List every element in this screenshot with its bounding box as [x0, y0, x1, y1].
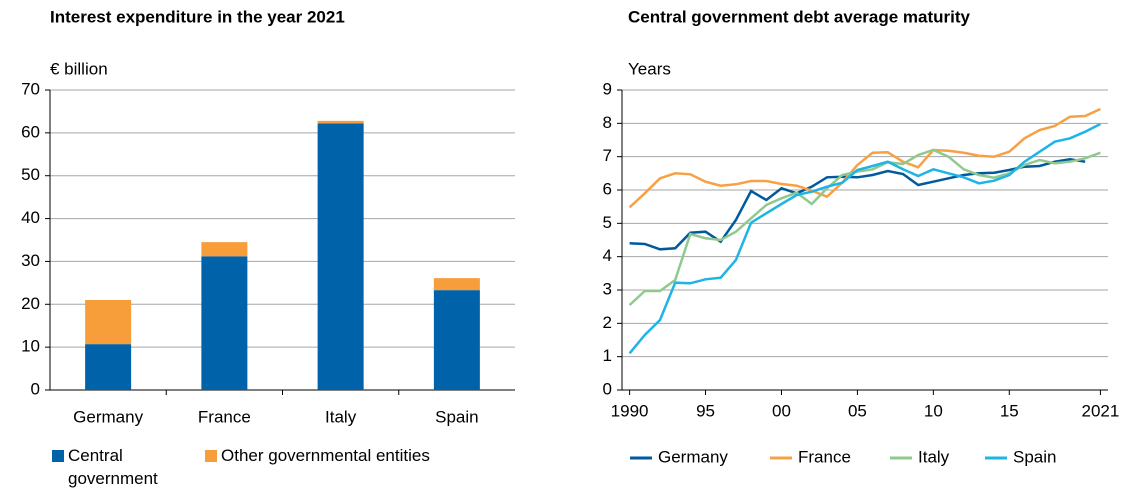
- legend-label: Spain: [1013, 447, 1056, 466]
- y-tick-label: 9: [603, 79, 612, 98]
- legend-label: Other governmental entities: [221, 446, 430, 465]
- x-tick-label: Germany: [73, 407, 143, 426]
- x-tick-label: France: [198, 407, 251, 426]
- y-axis-label: € billion: [50, 59, 108, 78]
- y-tick-label: 20: [21, 294, 40, 313]
- y-tick-label: 60: [21, 122, 40, 141]
- bar-segment: [433, 290, 480, 390]
- y-tick-label: 70: [21, 79, 40, 98]
- y-tick-label: 0: [603, 379, 612, 398]
- chart-title: Interest expenditure in the year 2021: [50, 7, 345, 26]
- y-tick-label: 5: [603, 213, 612, 232]
- x-tick-label: 10: [924, 401, 943, 420]
- y-tick-label: 50: [21, 165, 40, 184]
- legend-label: Central government: [68, 446, 158, 488]
- bar-segment: [85, 344, 132, 390]
- bar-segment: [433, 278, 480, 291]
- legend-swatch: [205, 450, 217, 462]
- x-tick-label: 95: [696, 401, 715, 420]
- bar-segment: [201, 242, 248, 257]
- y-tick-label: 30: [21, 251, 40, 270]
- series-line: [629, 158, 1086, 251]
- legend-label: Italy: [918, 447, 950, 466]
- y-tick-label: 6: [603, 179, 612, 198]
- x-tick-label: 00: [772, 401, 791, 420]
- legend-item: Central government: [52, 444, 188, 490]
- series-line: [628, 148, 1101, 306]
- x-tick-label: Spain: [435, 407, 478, 426]
- y-axis-label: Years: [628, 59, 671, 78]
- series-line: [628, 122, 1101, 355]
- x-tick-label: 1990: [611, 401, 649, 420]
- bar-segment: [85, 300, 132, 345]
- bar-segment: [201, 256, 248, 390]
- y-tick-label: 2: [603, 313, 612, 332]
- legend-label: Germany: [658, 447, 728, 466]
- x-tick-label: 15: [1000, 401, 1019, 420]
- bar-segment: [317, 123, 364, 390]
- legend-item: Other governmental entities: [205, 444, 451, 467]
- y-tick-label: 0: [31, 379, 40, 398]
- y-tick-label: 4: [603, 246, 612, 265]
- y-tick-label: 7: [603, 146, 612, 165]
- x-tick-label: 05: [848, 401, 867, 420]
- legend-label: France: [798, 447, 851, 466]
- y-tick-label: 40: [21, 208, 40, 227]
- bar-segment: [317, 120, 364, 124]
- x-tick-label: Italy: [325, 407, 357, 426]
- y-tick-label: 8: [603, 113, 612, 132]
- series-line: [628, 107, 1101, 209]
- y-tick-label: 3: [603, 279, 612, 298]
- y-tick-label: 10: [21, 337, 40, 356]
- y-tick-label: 1: [603, 346, 612, 365]
- legend-swatch: [52, 450, 64, 462]
- chart-title: Central government debt average maturity: [628, 7, 971, 26]
- x-tick-label: 2021: [1081, 401, 1119, 420]
